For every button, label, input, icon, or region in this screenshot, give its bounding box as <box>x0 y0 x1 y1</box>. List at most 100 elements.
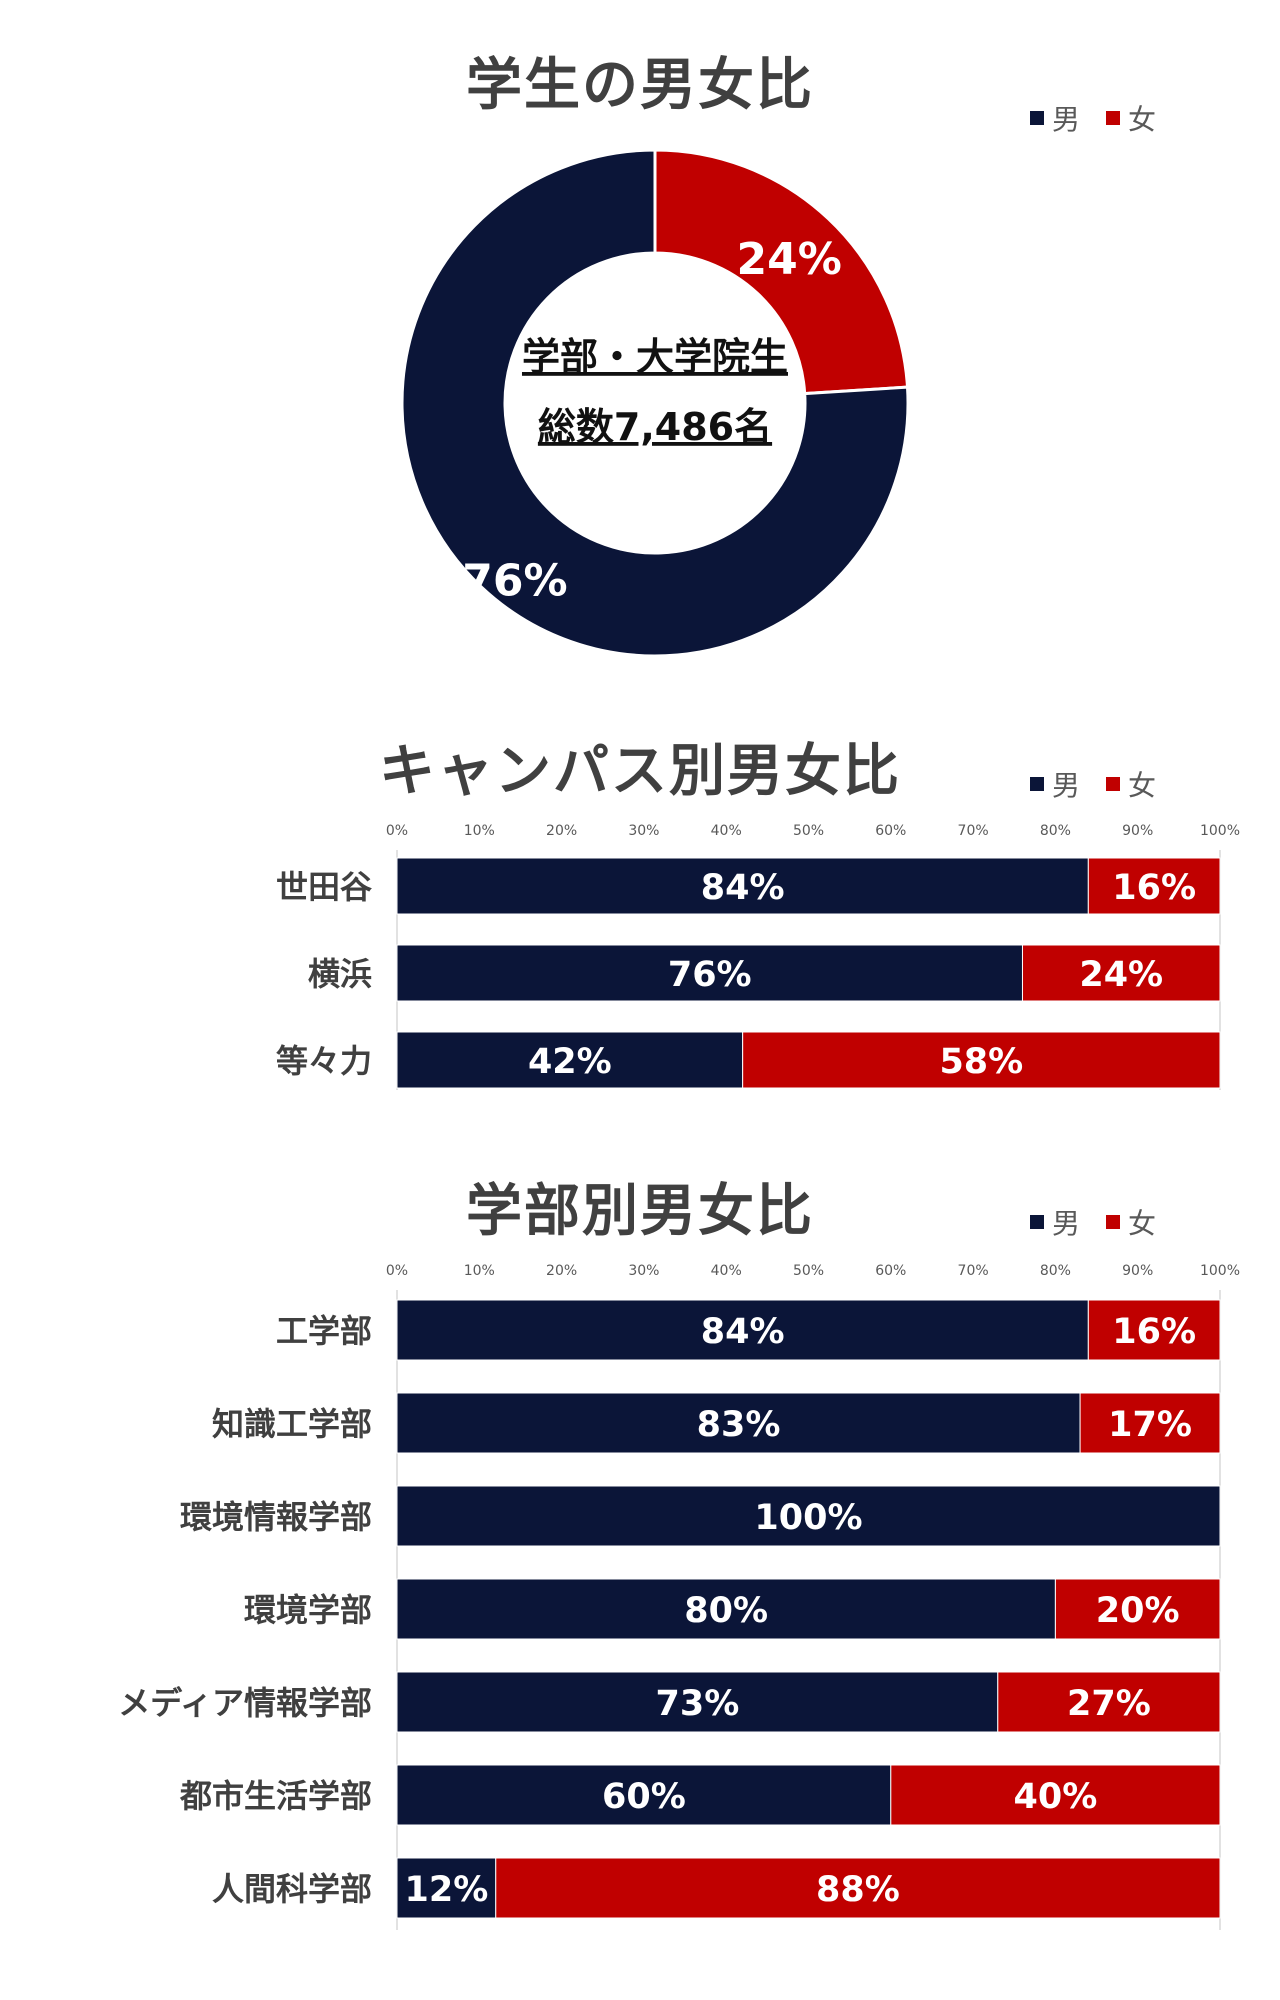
x-tick-label: 70% <box>958 1263 989 1279</box>
x-tick-label: 10% <box>464 823 495 839</box>
x-tick-label: 0% <box>386 823 408 839</box>
data-label-female: 20% <box>1096 1591 1180 1631</box>
category-label: 知識工学部 <box>212 1405 372 1443</box>
bar-segment-male <box>396 1392 1081 1454</box>
legend-item-female: 女 <box>1106 764 1156 804</box>
bar-segment-female <box>1021 944 1221 1002</box>
bar-segment-female <box>997 1671 1221 1733</box>
legend-swatch-male <box>1030 777 1044 791</box>
category-label: 横浜 <box>308 955 372 993</box>
data-label-female: 24% <box>1079 955 1163 995</box>
data-label-male: 76% <box>668 955 752 995</box>
chart-title-overall: 学生の男女比 <box>466 53 814 118</box>
donut-center-text-2: 総数7,486名 <box>538 405 772 449</box>
bar-segment-female <box>1087 1299 1221 1361</box>
data-label-male: 80% <box>684 1591 768 1631</box>
faculty-bar-chart: 0% 10% 20% 30% 40% 50% 60% 70% 80% 90% 100% 工学部 84% 1… <box>118 1263 1240 1930</box>
legend-item-male: 男 <box>1030 764 1080 804</box>
data-label-male: 100% <box>754 1498 862 1538</box>
chart-title-faculty: 学部別男女比 <box>466 1179 814 1244</box>
bar-segment-male <box>396 1857 497 1919</box>
legend-label-male: 男 <box>1052 103 1081 136</box>
donut-center-text-1: 学部・大学院生 <box>522 335 788 379</box>
x-tick-label: 10% <box>464 1263 495 1279</box>
category-label: 環境学部 <box>244 1591 372 1629</box>
x-tick-label: 40% <box>711 823 742 839</box>
category-label: 環境情報学部 <box>180 1498 372 1536</box>
data-label-male: 42% <box>528 1042 612 1082</box>
data-label-female: 40% <box>1014 1777 1098 1817</box>
legend-item-male: 男 <box>1030 98 1080 138</box>
x-tick-label: 40% <box>711 1263 742 1279</box>
x-tick-label: 60% <box>875 823 906 839</box>
x-tick-label: 30% <box>628 1263 659 1279</box>
data-label-female: 27% <box>1067 1684 1151 1724</box>
x-tick-label: 20% <box>546 1263 577 1279</box>
x-tick-label: 50% <box>793 823 824 839</box>
legend-item-female: 女 <box>1106 1202 1156 1242</box>
category-label: 工学部 <box>276 1312 372 1350</box>
data-label-female: 88% <box>816 1870 900 1910</box>
bar-segment-male <box>396 1485 1221 1547</box>
bar-segment-female <box>1079 1392 1221 1454</box>
bar-segment-female <box>890 1764 1221 1826</box>
bar-segment-male <box>396 857 1089 915</box>
bar-segment-female <box>742 1031 1221 1089</box>
legend-label-female: 女 <box>1128 769 1157 802</box>
donut-label-male: 76% <box>462 556 567 607</box>
x-tick-label: 50% <box>793 1263 824 1279</box>
legend-swatch-male <box>1030 1215 1044 1229</box>
x-tick-label: 60% <box>875 1263 906 1279</box>
data-label-male: 73% <box>656 1684 740 1724</box>
legend-faculty: 男 女 <box>1030 1202 1182 1242</box>
legend-label-female: 女 <box>1128 103 1157 136</box>
legend-swatch-female <box>1106 777 1121 791</box>
category-label: 人間科学部 <box>212 1870 372 1908</box>
x-tick-label: 30% <box>628 823 659 839</box>
bar-segment-male <box>396 1031 744 1089</box>
data-label-female: 17% <box>1108 1405 1192 1445</box>
x-tick-label: 0% <box>386 1263 408 1279</box>
legend-label-male: 男 <box>1052 1207 1081 1240</box>
x-tick-label: 70% <box>958 823 989 839</box>
legend-item-male: 男 <box>1030 1202 1080 1242</box>
bar-segment-female <box>495 1857 1221 1919</box>
x-tick-label: 100% <box>1200 1263 1240 1279</box>
category-label: 等々力 <box>276 1042 372 1080</box>
category-label: メディア情報学部 <box>118 1684 372 1722</box>
campus-bar-chart: 0% 10% 20% 30% 40% 50% 60% 70% 80% 90% 100% 世田谷 84% 1… <box>276 823 1240 1090</box>
data-label-female: 58% <box>939 1042 1023 1082</box>
x-tick-label: 20% <box>546 823 577 839</box>
donut-slice-female <box>653 148 910 396</box>
bar-segment-female <box>1087 857 1221 915</box>
x-tick-label: 80% <box>1040 823 1071 839</box>
chart-title-campus: キャンパス別男女比 <box>379 739 901 804</box>
legend-label-female: 女 <box>1128 1207 1157 1240</box>
legend-swatch-male <box>1030 111 1044 125</box>
data-label-female: 16% <box>1112 1312 1196 1352</box>
x-tick-label: 90% <box>1122 1263 1153 1279</box>
donut-label-female: 24% <box>737 234 842 285</box>
category-label: 都市生活学部 <box>179 1777 372 1815</box>
bar-segment-male <box>396 944 1023 1002</box>
x-tick-label: 90% <box>1122 823 1153 839</box>
data-label-male: 84% <box>701 868 785 908</box>
data-label-male: 83% <box>697 1405 781 1445</box>
data-label-male: 12% <box>404 1870 488 1910</box>
legend-overall: 男 女 <box>1030 98 1182 138</box>
x-tick-label: 80% <box>1040 1263 1071 1279</box>
donut-slice-male <box>400 148 910 658</box>
bar-segment-male <box>396 1299 1089 1361</box>
legend-swatch-female <box>1106 111 1121 125</box>
legend-campus: 男 女 <box>1030 764 1182 804</box>
category-label: 世田谷 <box>276 868 372 906</box>
data-label-female: 16% <box>1112 868 1196 908</box>
legend-item-female: 女 <box>1106 98 1156 138</box>
legend-swatch-female <box>1106 1215 1121 1229</box>
legend-label-male: 男 <box>1052 769 1081 802</box>
bar-segment-male <box>396 1671 999 1733</box>
bar-segment-male <box>396 1578 1056 1640</box>
data-label-male: 60% <box>602 1777 686 1817</box>
data-label-male: 84% <box>701 1312 785 1352</box>
